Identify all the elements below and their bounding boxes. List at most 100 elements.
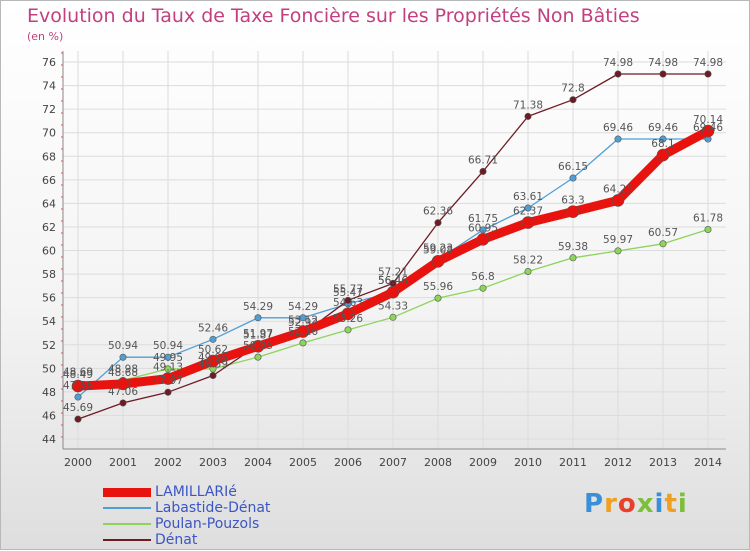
x-tick-label: 2008 <box>424 456 452 469</box>
data-label: 60.57 <box>648 227 678 239</box>
data-label: 68.1 <box>651 138 674 150</box>
data-label: 47.06 <box>108 386 138 398</box>
data-label: 45.69 <box>63 402 93 414</box>
data-point <box>704 70 712 78</box>
data-label: 52.16 <box>288 326 318 338</box>
data-label: 74.98 <box>648 57 678 69</box>
data-label: 72.8 <box>561 83 584 95</box>
data-label: 50.94 <box>108 340 138 352</box>
data-point <box>521 216 535 229</box>
y-axis-unit: (en %) <box>27 30 64 43</box>
x-tick-label: 2007 <box>379 456 407 469</box>
chart-title: Evolution du Taux de Taxe Foncière sur l… <box>27 5 640 27</box>
data-point <box>341 307 355 321</box>
x-tick-label: 2012 <box>604 456 632 469</box>
data-point <box>209 335 217 343</box>
data-label: 69.46 <box>603 122 633 134</box>
y-tick-label: 70 <box>42 127 56 140</box>
data-point <box>434 219 442 227</box>
data-point <box>479 167 487 175</box>
data-label: 59.23 <box>423 243 453 255</box>
data-label: 61.78 <box>693 213 723 225</box>
data-point <box>701 124 715 138</box>
data-point <box>254 353 262 361</box>
data-label: 53.26 <box>333 313 363 325</box>
data-point <box>614 247 622 255</box>
data-label: 54.33 <box>378 300 408 312</box>
y-tick-label: 68 <box>42 150 56 163</box>
data-label: 55.96 <box>423 281 453 293</box>
data-point <box>209 371 217 379</box>
x-tick-label: 2000 <box>64 456 92 469</box>
y-tick-label: 56 <box>42 292 56 305</box>
y-tick-label: 54 <box>42 315 56 328</box>
data-label: 63.3 <box>561 195 584 207</box>
brand-letter: t <box>664 489 678 519</box>
data-label: 50.62 <box>198 344 228 356</box>
data-point <box>524 112 532 120</box>
data-label: 50.95 <box>243 340 273 352</box>
y-tick-label: 72 <box>42 103 56 116</box>
data-label: 55.47 <box>333 287 363 299</box>
data-point <box>251 339 265 353</box>
data-label: 60.95 <box>468 222 498 234</box>
data-point <box>71 379 85 393</box>
data-point <box>119 353 127 361</box>
data-point <box>479 284 487 292</box>
x-tick-label: 2004 <box>244 456 272 469</box>
data-point <box>659 70 667 78</box>
data-point <box>659 135 667 143</box>
data-label: 51.87 <box>243 329 273 341</box>
data-label: 74.98 <box>693 57 723 69</box>
data-label: 48.49 <box>63 369 93 381</box>
y-tick-label: 50 <box>42 362 56 375</box>
y-tick-label: 52 <box>42 339 56 352</box>
data-label: 49.13 <box>153 362 183 374</box>
data-point <box>344 326 352 334</box>
data-point <box>119 399 127 407</box>
data-point <box>164 353 172 361</box>
x-tick-label: 2014 <box>694 456 722 469</box>
data-label: 57.21 <box>378 266 408 278</box>
y-tick-label: 66 <box>42 174 56 187</box>
data-point <box>431 255 445 268</box>
brand-letter: i <box>677 489 688 519</box>
data-label: 51.97 <box>243 328 273 340</box>
proxiti-logo: Proxiti <box>584 489 688 519</box>
data-label: 62.37 <box>513 206 543 218</box>
x-tick-label: 2013 <box>649 456 677 469</box>
data-label: 58.22 <box>513 254 543 266</box>
brand-letter: r <box>604 489 618 519</box>
data-label: 74.98 <box>603 57 633 69</box>
data-label: 69.46 <box>693 122 723 134</box>
data-point <box>299 339 307 347</box>
data-point <box>74 415 82 423</box>
brand-letter: o <box>617 489 637 519</box>
y-tick-label: 44 <box>42 433 56 446</box>
data-point <box>569 174 577 182</box>
legend-swatch <box>103 507 151 509</box>
data-label: 53.12 <box>288 315 318 327</box>
data-point <box>614 70 622 78</box>
data-label: 66.71 <box>468 154 498 166</box>
x-tick-label: 2003 <box>199 456 227 469</box>
y-tick-label: 48 <box>42 386 56 399</box>
data-label: 63.61 <box>513 191 543 203</box>
legend-label: LAMILLARIé <box>155 484 237 500</box>
data-label: 62.36 <box>423 206 453 218</box>
data-point <box>569 254 577 262</box>
data-label: 71.38 <box>513 99 543 111</box>
data-point <box>164 388 172 396</box>
data-point <box>434 294 442 302</box>
data-point <box>386 285 400 299</box>
data-label: 54.63 <box>333 297 363 309</box>
data-label: 69.46 <box>648 122 678 134</box>
data-label: 56.46 <box>378 275 408 287</box>
x-tick-label: 2009 <box>469 456 497 469</box>
data-label: 59.97 <box>603 234 633 246</box>
data-point <box>299 314 307 322</box>
data-label: 49.39 <box>198 358 228 370</box>
data-point <box>524 267 532 275</box>
